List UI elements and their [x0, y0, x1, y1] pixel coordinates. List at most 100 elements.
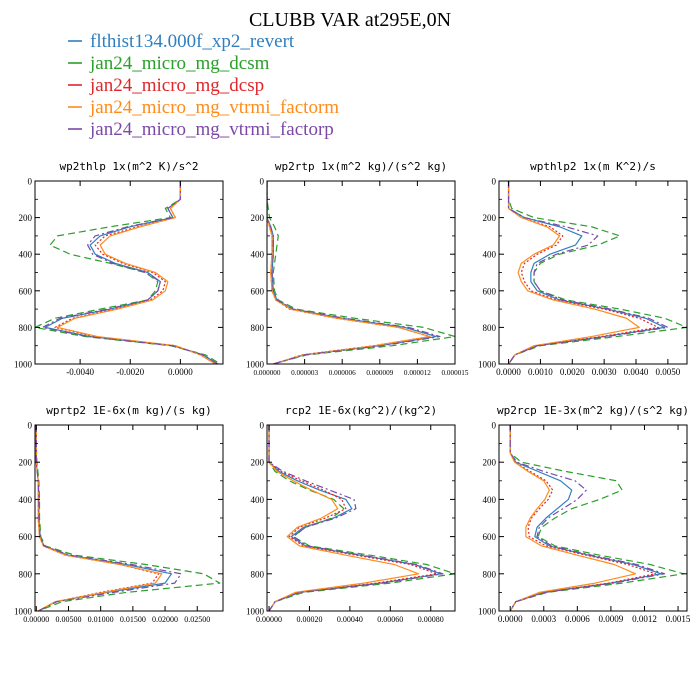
- y-tick-label: 600: [483, 286, 497, 296]
- y-tick-label: 1000: [478, 360, 497, 370]
- series-line: [509, 425, 662, 611]
- legend-entry: jan24_micro_mg_dcsm: [89, 53, 270, 74]
- x-tick-label: 0.02500: [184, 615, 210, 624]
- legend-entry: flthist134.000f_xp2_revert: [90, 31, 295, 52]
- y-tick-label: 0: [260, 421, 265, 431]
- y-tick-label: 200: [19, 213, 33, 223]
- x-tick-label: -0.0040: [66, 367, 94, 377]
- x-tick-label: 0.00060: [377, 615, 403, 624]
- x-tick-label: 0.0040: [624, 367, 649, 377]
- series-line: [507, 181, 640, 364]
- x-tick-label: 0.0010: [528, 367, 553, 377]
- y-tick-label: 600: [19, 532, 33, 542]
- legend-entry: jan24_micro_mg_vtrmi_factorp: [89, 119, 334, 140]
- y-tick-label: 200: [483, 458, 497, 468]
- y-tick-label: 400: [19, 495, 33, 505]
- series-line: [41, 181, 219, 364]
- series-line: [35, 425, 163, 611]
- x-tick-label: 0.0000: [498, 614, 523, 624]
- x-tick-label: 0.00040: [337, 615, 363, 624]
- y-tick-label: 800: [251, 569, 265, 579]
- chart-panels: wp2thlp 1x(m^2 K)/s^2 0 200 400 600 800 1000 -0…: [14, 160, 691, 624]
- panel-title: wp2rtp 1x(m^2 kg)/(s^2 kg): [275, 160, 447, 173]
- y-tick-label: 400: [483, 250, 497, 260]
- y-tick-label: 1000: [246, 607, 265, 617]
- y-tick-label: 600: [483, 532, 497, 542]
- y-tick-label: 200: [251, 213, 265, 223]
- series-line: [507, 181, 687, 364]
- panel-title: rcp2 1E-6x(kg^2)/(kg^2): [285, 404, 437, 417]
- x-tick-label: 0.000006: [329, 369, 356, 377]
- y-tick-label: 600: [251, 532, 265, 542]
- series-line: [54, 181, 216, 364]
- y-tick-label: 400: [251, 250, 265, 260]
- chart-panel: wp2thlp 1x(m^2 K)/s^2 0 200 400 600 800 1000 -0…: [14, 160, 224, 377]
- y-tick-label: 0: [28, 421, 33, 431]
- figure-title: CLUBB VAR at295E,0N: [249, 9, 451, 31]
- panel-title: wp2rcp 1E-3x(m^2 kg)/(s^2 kg): [497, 404, 689, 417]
- series-line: [267, 181, 437, 364]
- legend-entry: jan24_micro_mg_vtrmi_factorm: [89, 97, 339, 118]
- y-tick-label: 400: [251, 495, 265, 505]
- x-tick-label: 0.01000: [88, 615, 114, 624]
- x-tick-label: 0.000000: [254, 369, 281, 377]
- series-line: [268, 425, 442, 611]
- x-tick-label: 0.0050: [656, 367, 681, 377]
- chart-panel: wpthlp2 1x(m K^2)/s 0 200 400 600 800 1000 0.00…: [478, 160, 688, 377]
- x-tick-label: 0.000015: [442, 369, 469, 377]
- y-tick-label: 600: [251, 286, 265, 296]
- y-tick-label: 600: [19, 286, 33, 296]
- legend-entry: jan24_micro_mg_dcsp: [89, 75, 264, 96]
- series-line: [35, 425, 182, 611]
- x-tick-label: 0.02000: [152, 615, 178, 624]
- y-tick-label: 400: [19, 250, 33, 260]
- y-tick-label: 400: [483, 495, 497, 505]
- y-tick-label: 0: [492, 177, 497, 187]
- y-tick-label: 1000: [246, 360, 265, 370]
- legend: flthist134.000f_xp2_revertjan24_micro_mg…: [68, 31, 339, 140]
- x-tick-label: 0.01500: [120, 615, 146, 624]
- panel-title: wpthlp2 1x(m K^2)/s: [530, 160, 656, 173]
- y-tick-label: 800: [483, 323, 497, 333]
- series-line: [507, 181, 666, 364]
- x-tick-label: 0.000003: [291, 369, 318, 377]
- series-line: [268, 425, 420, 611]
- series-line: [267, 181, 431, 364]
- x-tick-label: 0.0020: [560, 367, 585, 377]
- x-tick-label: 0.000012: [404, 369, 431, 377]
- series-line: [268, 425, 444, 611]
- y-tick-label: 200: [19, 458, 33, 468]
- plot-frame: [34, 180, 224, 365]
- series-line: [509, 425, 685, 611]
- plot-frame: [34, 424, 224, 612]
- series-line: [509, 425, 666, 611]
- series-line: [267, 181, 431, 364]
- chart-panel: rcp2 1E-6x(kg^2)/(kg^2) 0 200 400 600 800 1000…: [246, 404, 456, 624]
- y-tick-label: 800: [19, 569, 33, 579]
- y-tick-label: 200: [483, 213, 497, 223]
- series-line: [267, 181, 441, 364]
- x-tick-label: 0.0009: [599, 614, 624, 624]
- series-line: [268, 425, 438, 611]
- chart-panel: wp2rtp 1x(m^2 kg)/(s^2 kg) 0 200 400 600 800 1…: [246, 160, 469, 377]
- y-tick-label: 200: [251, 458, 265, 468]
- x-tick-label: 0.0003: [531, 614, 556, 624]
- series-line: [56, 181, 216, 364]
- x-tick-label: 0.000009: [366, 369, 393, 377]
- x-tick-label: -0.0020: [116, 367, 144, 377]
- x-tick-label: 0.0000: [168, 367, 193, 377]
- y-tick-label: 800: [19, 323, 33, 333]
- y-tick-label: 800: [251, 323, 265, 333]
- y-tick-label: 800: [483, 569, 497, 579]
- y-tick-label: 0: [260, 177, 265, 187]
- panel-title: wprtp2 1E-6x(m kg)/(s kg): [46, 404, 212, 417]
- chart-panel: wp2rcp 1E-3x(m^2 kg)/(s^2 kg)0 200 400 600 8…: [478, 404, 691, 624]
- y-tick-label: 1000: [478, 607, 497, 617]
- x-tick-label: 0.0012: [632, 614, 657, 624]
- series-line: [35, 181, 221, 364]
- series-line: [35, 425, 221, 611]
- x-tick-label: 0.0015: [666, 614, 691, 624]
- series-line: [44, 181, 219, 364]
- series-line: [509, 425, 637, 611]
